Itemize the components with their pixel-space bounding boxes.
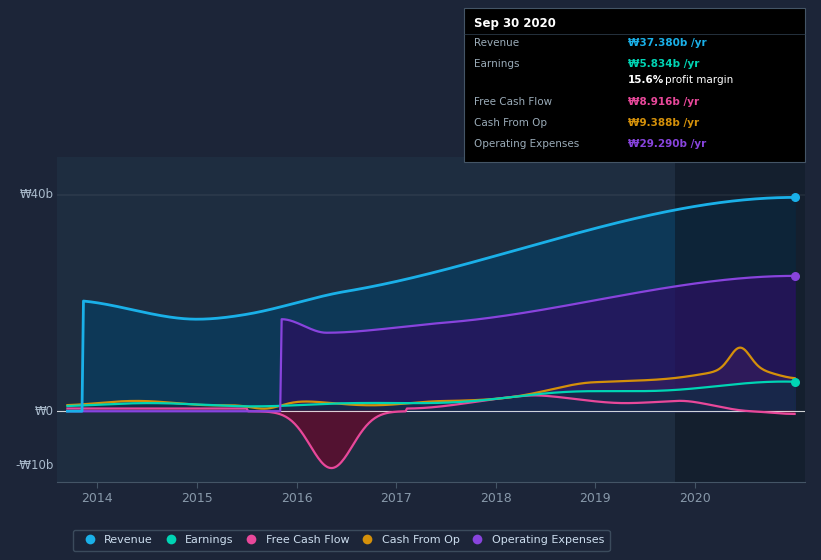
Point <box>788 272 801 281</box>
Text: Earnings: Earnings <box>474 59 519 69</box>
Text: ₩9.388b /yr: ₩9.388b /yr <box>628 118 699 128</box>
Text: 15.6%: 15.6% <box>628 76 664 85</box>
Text: Operating Expenses: Operating Expenses <box>474 139 579 149</box>
Text: ₩29.290b /yr: ₩29.290b /yr <box>628 139 706 149</box>
Text: ₩8.916b /yr: ₩8.916b /yr <box>628 97 699 106</box>
Text: Cash From Op: Cash From Op <box>474 118 547 128</box>
Text: ₩5.834b /yr: ₩5.834b /yr <box>628 59 699 69</box>
Point <box>788 193 801 202</box>
Text: Sep 30 2020: Sep 30 2020 <box>474 17 556 30</box>
Bar <box>675 157 805 482</box>
Legend: Revenue, Earnings, Free Cash Flow, Cash From Op, Operating Expenses: Revenue, Earnings, Free Cash Flow, Cash … <box>73 530 610 550</box>
Text: profit margin: profit margin <box>665 76 733 85</box>
Text: ₩37.380b /yr: ₩37.380b /yr <box>628 38 707 48</box>
Text: Free Cash Flow: Free Cash Flow <box>474 97 552 106</box>
Text: Revenue: Revenue <box>474 38 519 48</box>
Point <box>788 377 801 386</box>
Text: ₩40b: ₩40b <box>20 188 53 201</box>
Text: ₩0: ₩0 <box>34 405 53 418</box>
Text: -₩10b: -₩10b <box>15 459 53 472</box>
